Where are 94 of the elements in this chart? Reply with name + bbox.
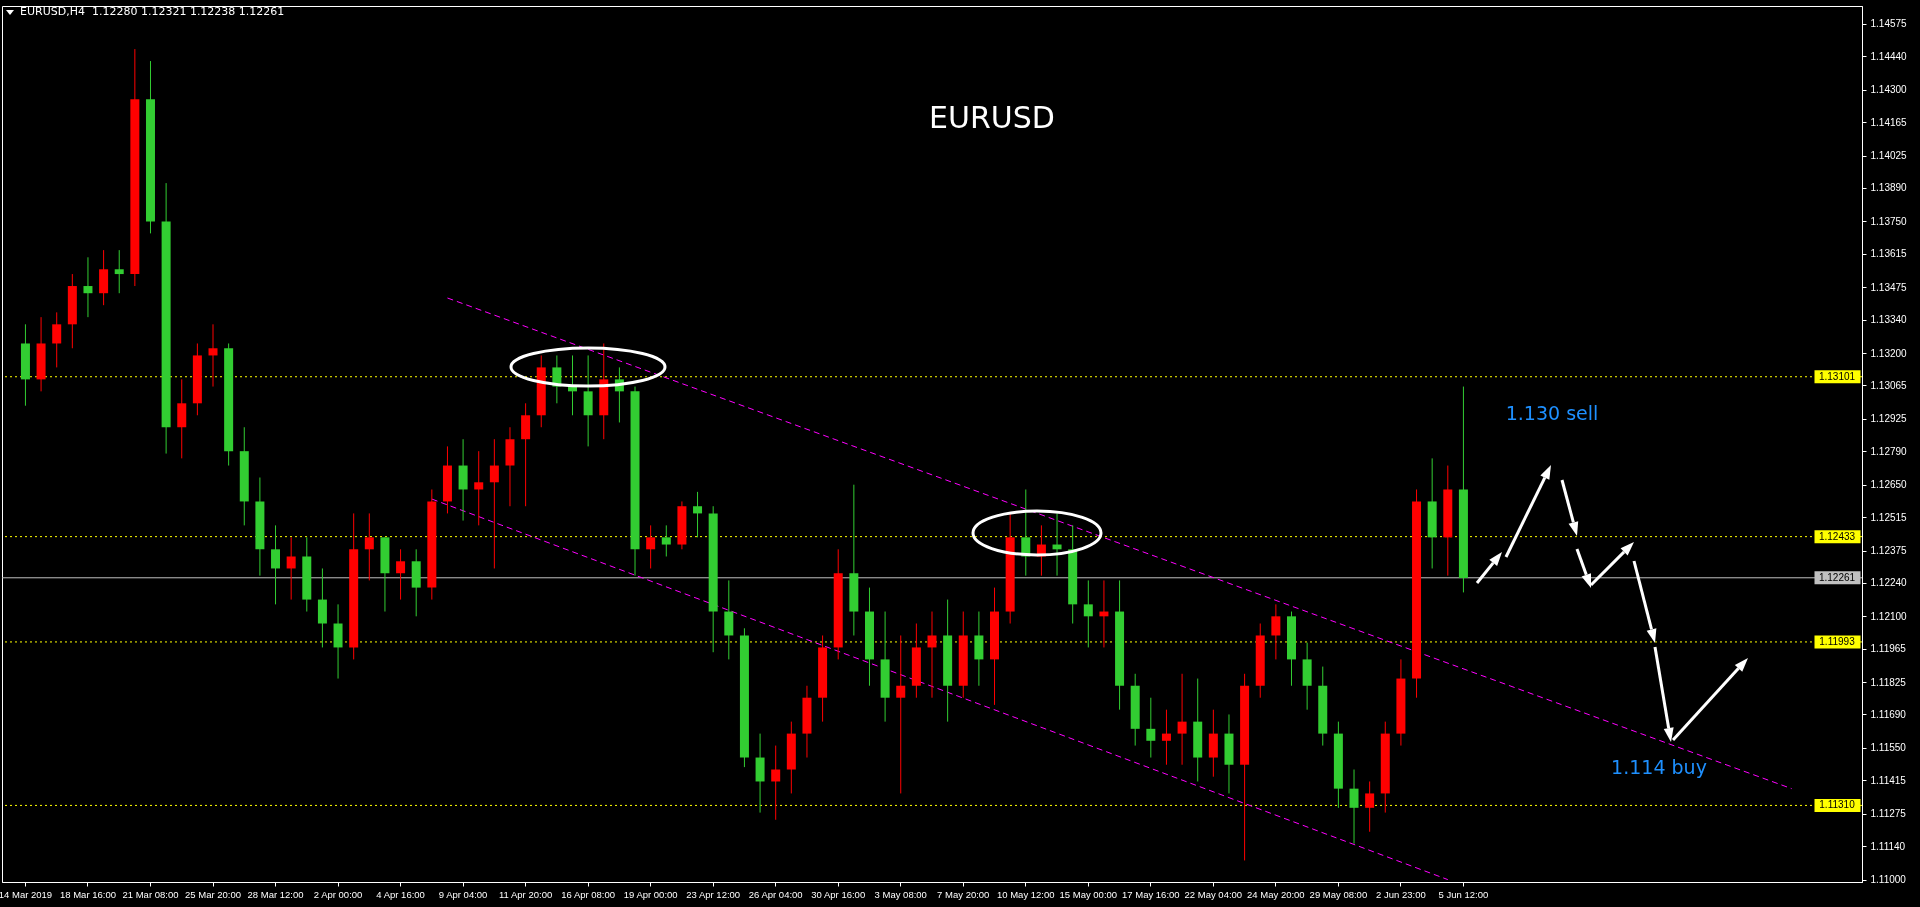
candlestick [1349, 769, 1359, 845]
y-tick-label: 1.12375 [1870, 545, 1908, 557]
candlestick [1146, 697, 1156, 759]
candlestick [317, 567, 327, 648]
x-tick-label: 5 Jun 12:00 [1438, 888, 1489, 900]
candlestick [755, 733, 765, 814]
ref-line-label: 1.11993 [1819, 635, 1856, 647]
x-tick-label: 16 Apr 08:00 [561, 888, 616, 900]
candlestick [693, 491, 703, 538]
candlestick [1083, 579, 1093, 648]
y-tick-label: 1.14025 [1870, 150, 1908, 162]
candlestick [724, 579, 734, 660]
y-tick-label: 1.12790 [1870, 445, 1908, 457]
y-tick-label: 1.11415 [1870, 774, 1907, 786]
y-tick-label: 1.12515 [1870, 511, 1908, 523]
y-tick-label: 1.13340 [1870, 314, 1908, 326]
y-tick-label: 1.14575 [1870, 18, 1908, 30]
x-tick-label: 21 Mar 08:00 [122, 888, 179, 900]
candlestick [1208, 709, 1218, 778]
candlestick [489, 438, 499, 569]
candlestick [927, 611, 937, 699]
annotation: 1.130 sell [1505, 402, 1599, 424]
y-tick-label: 1.13890 [1870, 182, 1908, 194]
candlestick [286, 536, 296, 601]
candlestick [974, 611, 984, 687]
x-tick-label: 7 May 20:00 [937, 888, 990, 900]
candlestick [474, 450, 484, 526]
y-tick-label: 1.14440 [1870, 50, 1908, 62]
candlestick [333, 603, 343, 680]
y-tick-label: 1.12925 [1870, 413, 1908, 425]
y-tick-label: 1.13750 [1870, 215, 1908, 227]
candlestick [208, 323, 218, 388]
candlestick [1271, 603, 1281, 660]
y-tick-label: 1.14300 [1870, 84, 1908, 96]
candlestick [1161, 709, 1171, 766]
candlestick [1177, 673, 1187, 766]
x-tick-label: 29 May 08:00 [1309, 888, 1368, 900]
x-tick-label: 26 Apr 04:00 [748, 888, 803, 900]
x-tick-label: 10 May 12:00 [996, 888, 1055, 900]
candlestick [646, 524, 656, 569]
y-tick-label: 1.12650 [1870, 479, 1908, 491]
y-tick-label: 1.12240 [1870, 577, 1908, 589]
x-tick-label: 3 May 08:00 [874, 888, 927, 900]
candlestick [396, 548, 406, 601]
candlestick [771, 745, 781, 821]
x-tick-label: 18 Mar 16:00 [59, 888, 116, 900]
candlestick [114, 249, 124, 294]
y-tick-label: 1.11690 [1870, 708, 1907, 720]
text: EURUSD [929, 100, 1055, 135]
y-tick-label: 1.11825 [1870, 676, 1907, 688]
x-tick-label: 22 May 04:00 [1184, 888, 1243, 900]
y-tick-label: 1.14165 [1870, 116, 1908, 128]
y-tick-label: 1.11965 [1870, 643, 1907, 655]
y-tick-label: 1.11000 [1870, 874, 1907, 886]
y-tick-label: 1.13475 [1870, 281, 1908, 293]
x-tick-label: 11 Apr 20:00 [499, 888, 553, 900]
x-tick-label: 24 May 20:00 [1247, 888, 1305, 900]
ref-line-label: 1.12261 [1818, 571, 1856, 583]
x-tick-label: 19 Apr 00:00 [623, 888, 678, 900]
chart-subtitle: EURUSD,H4 1.12280 1.12321 1.12238 1.12261 [20, 5, 285, 18]
y-tick-label: 1.13615 [1870, 248, 1908, 260]
y-tick-label: 1.12100 [1870, 610, 1908, 622]
y-tick-label: 1.11550 [1870, 742, 1907, 754]
x-tick-label: 2 Jun 23:00 [1376, 888, 1426, 900]
ref-line-label: 1.11310 [1819, 799, 1856, 811]
candlestick [521, 402, 531, 507]
candlestick [364, 512, 374, 581]
candlestick [583, 354, 593, 447]
candlestick [99, 249, 109, 306]
candlestick [83, 256, 93, 318]
candlestick [896, 634, 906, 794]
candlestick [458, 438, 468, 522]
x-tick-label: 28 Mar 12:00 [247, 888, 304, 900]
y-tick-label: 1.13065 [1870, 379, 1908, 391]
ref-line-label: 1.12433 [1818, 530, 1856, 542]
annotation: 1.114 buy [1611, 756, 1707, 778]
x-tick-label: 2 Apr 00:00 [313, 888, 363, 900]
y-tick-label: 1.13200 [1870, 347, 1908, 359]
candlestick [271, 524, 281, 605]
x-tick-label: 17 May 16:00 [1122, 888, 1180, 900]
x-tick-label: 25 Mar 20:00 [185, 888, 241, 900]
x-tick-label: 15 May 00:00 [1059, 888, 1118, 900]
x-tick-label: 4 Apr 16:00 [376, 888, 425, 900]
x-tick-label: 23 Apr 12:00 [686, 888, 741, 900]
candlestick [1365, 780, 1375, 833]
candlestick [661, 524, 671, 557]
x-tick-label: 9 Apr 04:00 [438, 888, 488, 900]
ref-line-label: 1.13101 [1818, 370, 1856, 382]
x-tick-label: 30 Apr 16:00 [811, 888, 866, 900]
candlestick [52, 311, 62, 368]
y-tick-label: 1.11275 [1870, 808, 1907, 820]
y-tick-label: 1.11140 [1870, 840, 1906, 852]
x-tick-label: 14 Mar 2019 [0, 888, 53, 900]
candlestick [177, 378, 187, 459]
